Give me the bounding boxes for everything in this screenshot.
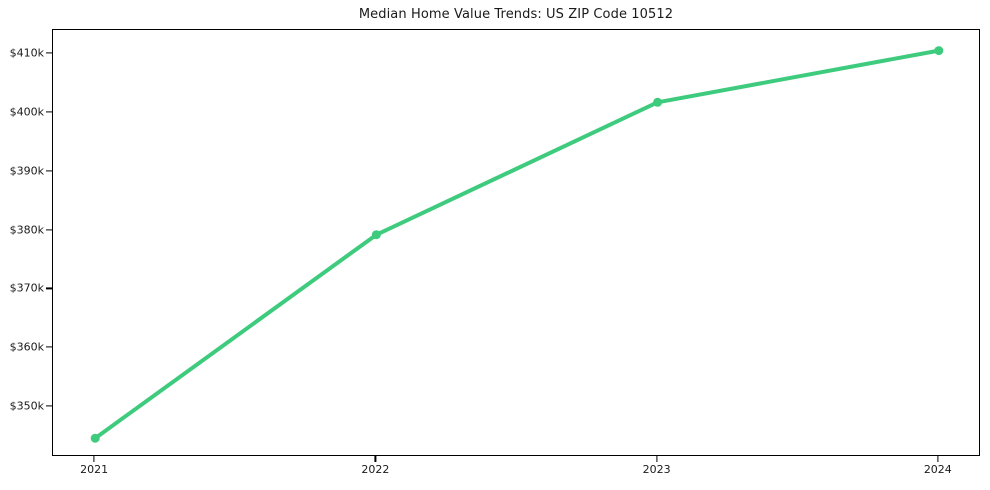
y-tick-mark xyxy=(46,228,52,231)
x-tick-mark xyxy=(93,456,95,462)
line-plot-canvas xyxy=(90,46,944,443)
y-tick-mark xyxy=(46,111,52,113)
y-tick-label: $370k xyxy=(9,281,44,295)
data-point-2024 xyxy=(934,46,944,56)
x-tick-label: 2023 xyxy=(642,463,671,476)
y-tick-mark xyxy=(46,346,52,348)
x-tick-mark xyxy=(937,456,939,462)
x-tick-label: 2021 xyxy=(80,463,109,476)
y-tick-label: $350k xyxy=(9,399,44,413)
x-tick-label: 2024 xyxy=(923,463,952,476)
data-point-2022 xyxy=(371,230,381,240)
y-tick-mark xyxy=(46,170,52,172)
x-tick-label: 2022 xyxy=(361,463,390,476)
data-point-2021 xyxy=(90,433,100,443)
y-tick-label: $390k xyxy=(9,164,44,178)
data-point-2023 xyxy=(653,97,663,107)
y-tick-label: $380k xyxy=(9,223,44,237)
x-tick-mark xyxy=(374,456,376,462)
y-tick-mark xyxy=(46,287,52,289)
x-tick-mark xyxy=(656,456,658,462)
chart-title: Median Home Value Trends: US ZIP Code 10… xyxy=(358,7,674,22)
y-tick-label: $400k xyxy=(9,105,44,119)
plot-area xyxy=(52,29,980,456)
y-tick-mark xyxy=(46,52,52,54)
trend-line xyxy=(94,48,940,440)
y-tick-label: $360k xyxy=(9,340,44,354)
y-tick-label: $410k xyxy=(9,46,44,60)
y-tick-mark xyxy=(46,405,52,407)
